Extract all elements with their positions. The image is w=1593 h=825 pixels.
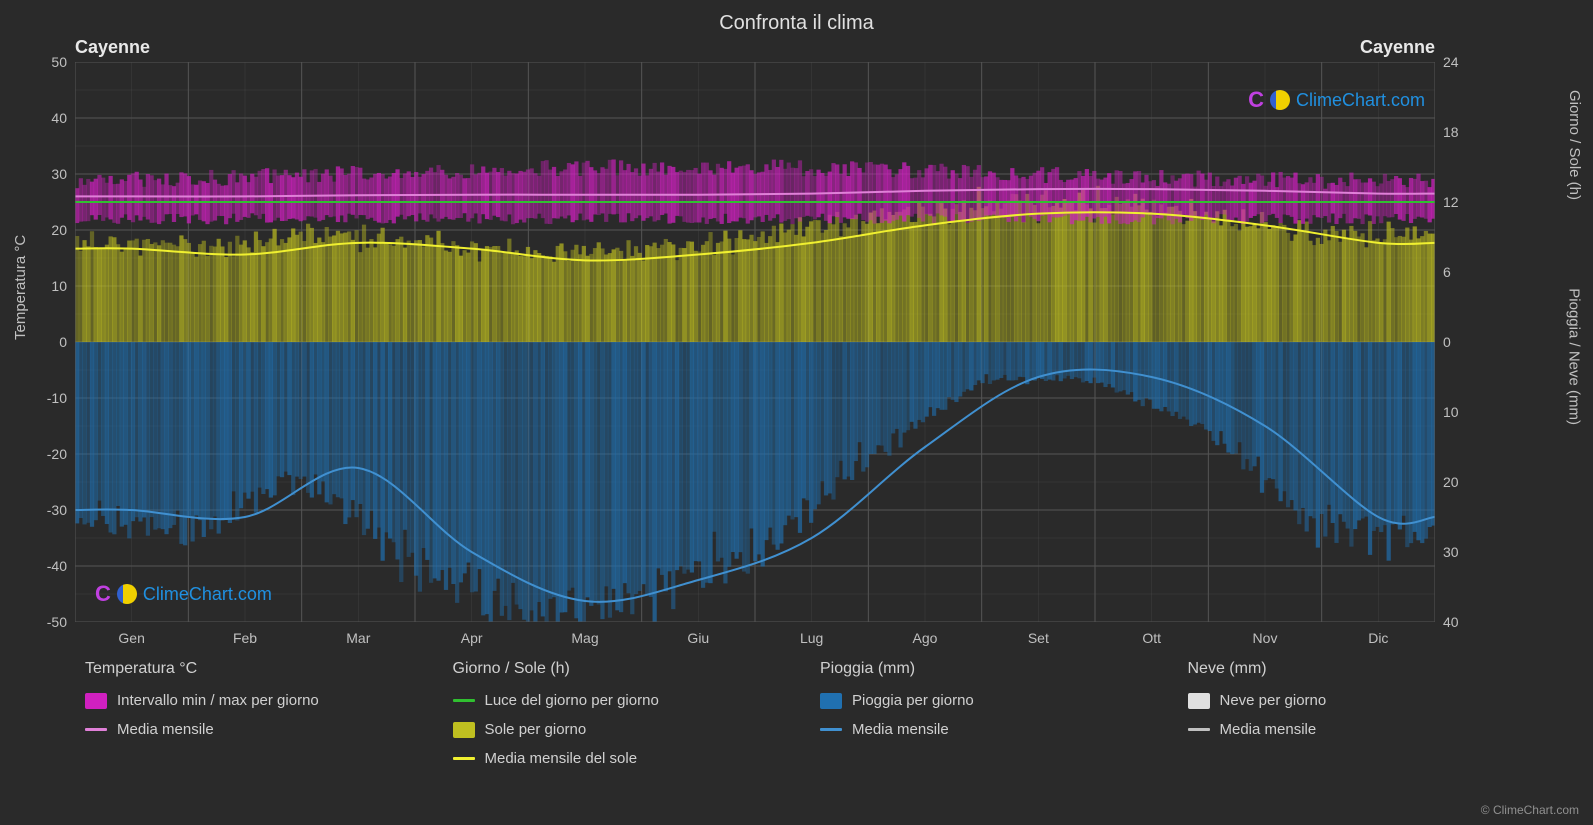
- x-tick-month: Ago: [913, 630, 938, 646]
- location-label-right: Cayenne: [1360, 37, 1435, 58]
- legend-item: Media mensile: [85, 721, 413, 738]
- location-label-left: Cayenne: [75, 37, 150, 58]
- legend-item-label: Pioggia per giorno: [852, 692, 974, 709]
- watermark-bottom: C ClimeChart.com: [95, 581, 272, 607]
- y-tick-left: 10: [51, 278, 67, 294]
- legend-title: Pioggia (mm): [820, 660, 1148, 678]
- logo-c-icon: C: [1248, 87, 1264, 113]
- y-tick-left: 20: [51, 222, 67, 238]
- y-tick-left: -30: [47, 502, 67, 518]
- legend-swatch-block: [1188, 693, 1210, 709]
- y-axis-right-top-label: Giorno / Sole (h): [1566, 90, 1583, 200]
- y-tick-left: 40: [51, 110, 67, 126]
- legend-item: Neve per giorno: [1188, 692, 1516, 709]
- legend-item-label: Media mensile: [852, 721, 949, 738]
- chart-title: Confronta il clima: [0, 0, 1593, 35]
- legend-title: Temperatura °C: [85, 660, 413, 678]
- y-tick-right: 20: [1443, 474, 1459, 490]
- x-tick-month: Lug: [800, 630, 823, 646]
- y-tick-right: 30: [1443, 544, 1459, 560]
- x-tick-month: Mag: [571, 630, 598, 646]
- legend-item-label: Sole per giorno: [485, 721, 587, 738]
- legend-item-label: Media mensile del sole: [485, 750, 638, 767]
- legend-swatch-line: [453, 757, 475, 760]
- legend-item: Intervallo min / max per giorno: [85, 692, 413, 709]
- y-tick-left: -10: [47, 390, 67, 406]
- x-tick-month: Feb: [233, 630, 257, 646]
- y-tick-right: 12: [1443, 194, 1459, 210]
- y-tick-left: -50: [47, 614, 67, 630]
- climate-chart-svg: [75, 62, 1435, 622]
- legend-item: Media mensile: [1188, 721, 1516, 738]
- legend: Temperatura °C Intervallo min / max per …: [85, 660, 1515, 779]
- logo-sun-icon: [1270, 90, 1290, 110]
- y-tick-left: 30: [51, 166, 67, 182]
- legend-col-snow: Neve (mm) Neve per giorno Media mensile: [1188, 660, 1516, 779]
- legend-swatch-line: [1188, 728, 1210, 731]
- x-tick-month: Ott: [1142, 630, 1161, 646]
- legend-item-label: Intervallo min / max per giorno: [117, 692, 319, 709]
- y-tick-right: 10: [1443, 404, 1459, 420]
- legend-item: Sole per giorno: [453, 721, 781, 738]
- y-tick-right: 18: [1443, 124, 1459, 140]
- y-axis-left-label: Temperatura °C: [12, 235, 29, 340]
- brand-text: ClimeChart.com: [1296, 90, 1425, 111]
- legend-col-rain: Pioggia (mm) Pioggia per giorno Media men…: [820, 660, 1148, 779]
- legend-item: Media mensile del sole: [453, 750, 781, 767]
- legend-item: Luce del giorno per giorno: [453, 692, 781, 709]
- watermark-top: C ClimeChart.com: [1248, 87, 1425, 113]
- legend-col-temperature: Temperatura °C Intervallo min / max per …: [85, 660, 413, 779]
- x-tick-month: Set: [1028, 630, 1049, 646]
- y-axis-right-bottom-label: Pioggia / Neve (mm): [1566, 288, 1583, 425]
- legend-swatch-block: [820, 693, 842, 709]
- y-tick-right: 6: [1443, 264, 1451, 280]
- legend-col-daylight: Giorno / Sole (h) Luce del giorno per gi…: [453, 660, 781, 779]
- logo-c-icon: C: [95, 581, 111, 607]
- x-tick-month: Mar: [346, 630, 370, 646]
- legend-swatch-line: [85, 728, 107, 731]
- y-tick-left: -40: [47, 558, 67, 574]
- legend-swatch-line: [453, 699, 475, 702]
- legend-item-label: Media mensile: [1220, 721, 1317, 738]
- legend-title: Neve (mm): [1188, 660, 1516, 678]
- y-tick-right: 24: [1443, 54, 1459, 70]
- legend-item-label: Media mensile: [117, 721, 214, 738]
- x-tick-month: Apr: [461, 630, 483, 646]
- x-tick-month: Gen: [118, 630, 144, 646]
- x-tick-month: Nov: [1253, 630, 1278, 646]
- y-tick-left: -20: [47, 446, 67, 462]
- legend-item-label: Neve per giorno: [1220, 692, 1327, 709]
- legend-title: Giorno / Sole (h): [453, 660, 781, 678]
- logo-sun-icon: [117, 584, 137, 604]
- x-tick-month: Dic: [1368, 630, 1388, 646]
- brand-text: ClimeChart.com: [143, 584, 272, 605]
- copyright-text: © ClimeChart.com: [1481, 803, 1579, 817]
- y-tick-left: 50: [51, 54, 67, 70]
- legend-item: Pioggia per giorno: [820, 692, 1148, 709]
- legend-item-label: Luce del giorno per giorno: [485, 692, 659, 709]
- legend-swatch-block: [453, 722, 475, 738]
- legend-item: Media mensile: [820, 721, 1148, 738]
- legend-swatch-block: [85, 693, 107, 709]
- chart-container: Cayenne Cayenne -50-40-30-20-10010203040…: [75, 62, 1435, 622]
- x-tick-month: Giu: [687, 630, 709, 646]
- legend-swatch-line: [820, 728, 842, 731]
- y-tick-right: 0: [1443, 334, 1451, 350]
- y-tick-right: 40: [1443, 614, 1459, 630]
- y-tick-left: 0: [59, 334, 67, 350]
